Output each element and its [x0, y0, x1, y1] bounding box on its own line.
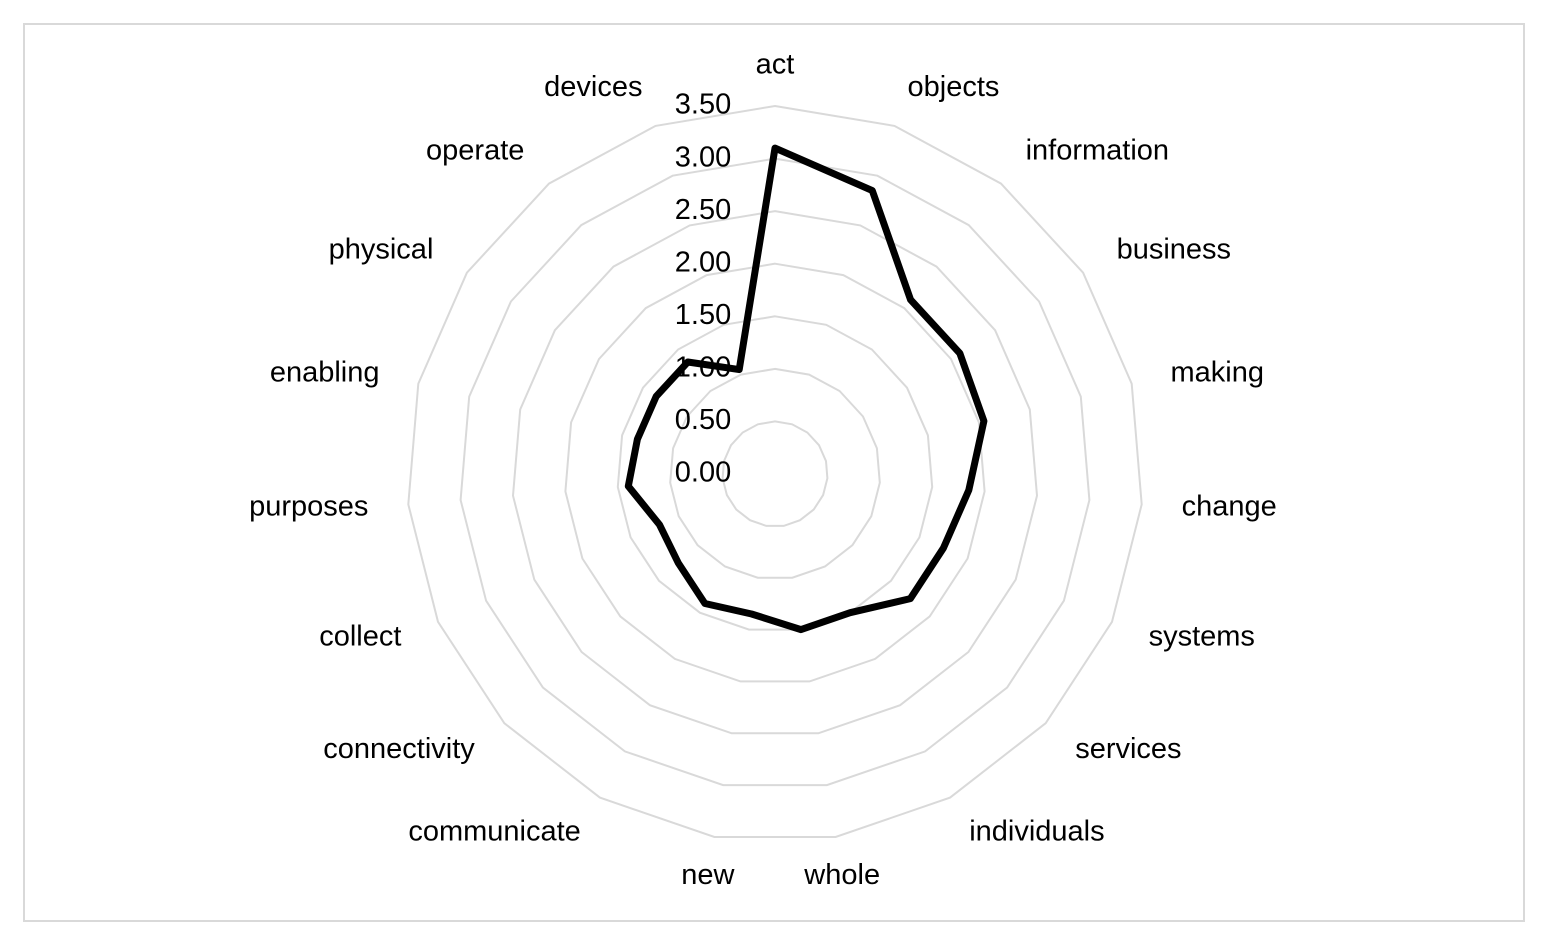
category-label-systems: systems [1149, 621, 1255, 653]
category-label-services: services [1075, 733, 1181, 765]
grid-ring-3 [616, 315, 934, 631]
category-label-physical: physical [329, 233, 434, 265]
tick-label-1: 0.50 [675, 404, 731, 436]
grid-ring-2 [669, 367, 881, 579]
grid-ring-4 [564, 262, 986, 683]
grid-ring-5 [511, 210, 1039, 735]
category-label-individuals: individuals [969, 815, 1104, 847]
category-label-objects: objects [908, 71, 1000, 103]
category-label-connectivity: connectivity [323, 733, 475, 765]
tick-label-0: 0.00 [675, 457, 731, 489]
grid-ring-1 [721, 420, 829, 527]
category-label-communicate: communicate [408, 815, 580, 847]
category-label-act: act [756, 49, 795, 81]
category-label-new: new [681, 859, 735, 891]
category-label-whole: whole [803, 859, 880, 891]
category-label-business: business [1117, 233, 1231, 265]
category-label-purposes: purposes [249, 490, 368, 522]
radial-tick-labels: 0.00 0.50 1.00 1.50 2.00 2.50 3.00 3.50 [675, 89, 731, 489]
tick-label-7: 3.50 [675, 89, 731, 121]
tick-label-3: 1.50 [675, 299, 731, 331]
radar-series [624, 144, 988, 634]
tick-label-6: 3.00 [675, 141, 731, 173]
category-labels: act objects information business making chang… [249, 49, 1277, 891]
category-label-change: change [1182, 490, 1277, 522]
series-line-0 [624, 144, 988, 634]
category-label-making: making [1171, 356, 1265, 388]
grid-ring-6 [459, 157, 1091, 787]
category-label-enabling: enabling [270, 356, 380, 388]
category-label-devices: devices [544, 71, 642, 103]
category-label-collect: collect [319, 621, 401, 653]
radar-grid [407, 104, 1143, 838]
tick-label-2: 1.00 [675, 352, 731, 384]
tick-label-4: 2.00 [675, 246, 731, 278]
category-label-information: information [1026, 135, 1169, 167]
category-label-operate: operate [426, 135, 524, 167]
tick-label-5: 2.50 [675, 194, 731, 226]
grid-ring-7 [407, 104, 1143, 838]
